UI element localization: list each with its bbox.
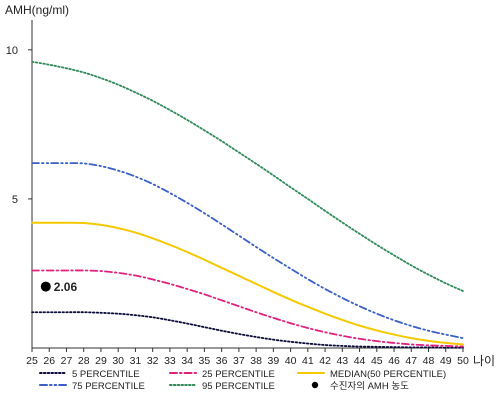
- legend-label: 5 PERCENTILE: [72, 369, 140, 380]
- x-tick-label: 49: [440, 355, 452, 367]
- x-tick-label: 33: [164, 355, 176, 367]
- x-tick-label: 46: [388, 355, 400, 367]
- legend-label: 75 PERCENTILE: [72, 381, 145, 392]
- x-tick-label: 38: [250, 355, 262, 367]
- x-tick-label: 35: [199, 355, 211, 367]
- x-tick-label: 37: [233, 355, 245, 367]
- x-tick-label: 40: [285, 355, 297, 367]
- x-tick-label: 30: [112, 355, 124, 367]
- x-tick-label: 43: [336, 355, 348, 367]
- x-tick-label: 31: [130, 355, 142, 367]
- series-line-5-percentile: [31, 311, 464, 349]
- y-axis-title: AMH(ng/ml): [5, 3, 69, 17]
- patient-amh-point: [40, 281, 51, 292]
- x-tick-label: 27: [61, 355, 73, 367]
- y-tick-label: 5: [12, 194, 18, 206]
- legend-marker: [311, 381, 319, 389]
- x-tick-label: 25: [26, 355, 38, 367]
- legend-label: MEDIAN(50 PERCENTILE): [330, 369, 446, 380]
- x-tick-label: 45: [371, 355, 383, 367]
- annotation-layer: 2.06: [40, 280, 78, 294]
- x-tick-label: 42: [319, 355, 331, 367]
- x-tick-label: 47: [405, 355, 417, 367]
- x-tick-label: 41: [302, 355, 314, 367]
- axes: 5 10 25 26 27 28 29 30 31 32 33 34 35 36 37 38 39 40 41 42 4…: [6, 20, 469, 367]
- x-tick-label: 28: [78, 355, 90, 367]
- x-tick-label: 29: [95, 355, 107, 367]
- legend-label: 95 PERCENTILE: [202, 381, 275, 392]
- legend: 5 PERCENTILE 25 PERCENTILE MEDIAN(50 PERCE…: [39, 369, 446, 392]
- y-tick-label: 10: [6, 45, 18, 57]
- series-line-25-percentile: [31, 269, 464, 348]
- x-axis-title: 나이: [473, 354, 495, 368]
- series-line-median-50-percentile: [31, 221, 464, 346]
- series-line-95-percentile: [31, 60, 464, 292]
- x-tick-label: 34: [181, 355, 193, 367]
- series-layer: [31, 60, 464, 349]
- legend-label: 수진자의 AMH 농도: [330, 381, 409, 392]
- x-tick-label: 48: [423, 355, 435, 367]
- x-tick-label: 39: [268, 355, 280, 367]
- x-tick-label: 36: [216, 355, 228, 367]
- x-tick-label: 50: [457, 355, 469, 367]
- legend-label: 25 PERCENTILE: [202, 369, 275, 380]
- patient-amh-value-label: 2.06: [54, 280, 78, 294]
- series-line-75-percentile: [31, 162, 464, 340]
- x-tick-label: 32: [147, 355, 159, 367]
- x-tick-label: 44: [354, 355, 366, 367]
- x-tick-label: 26: [43, 355, 55, 367]
